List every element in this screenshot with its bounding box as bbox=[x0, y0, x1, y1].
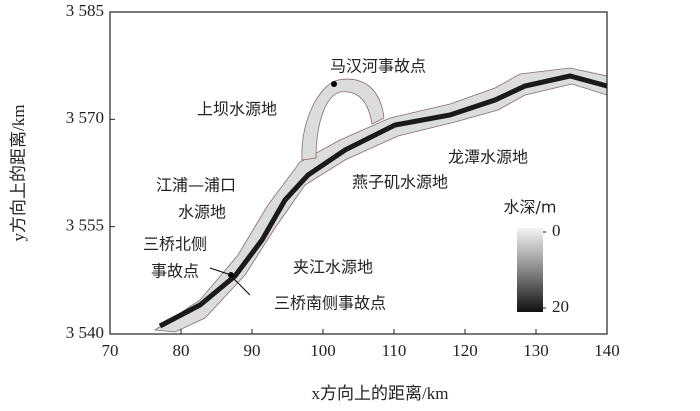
pointer bbox=[233, 278, 251, 296]
colorbar-tick-label: 20 bbox=[552, 297, 569, 316]
x-tick-label: 80 bbox=[173, 341, 190, 360]
accident-point bbox=[228, 272, 234, 278]
x-tick-label: 140 bbox=[594, 341, 620, 360]
annotation: 夹江水源地 bbox=[293, 258, 373, 277]
x-tick-label: 120 bbox=[452, 341, 478, 360]
annotation: 江浦—浦口 bbox=[156, 176, 236, 195]
plot-frame bbox=[109, 11, 608, 335]
x-tick-label: 100 bbox=[310, 341, 336, 360]
y-tick-label: 3 570 bbox=[66, 108, 104, 127]
colorbar-tick-label: 0 bbox=[552, 221, 561, 240]
annotation: 马汉河事故点 bbox=[330, 57, 426, 76]
annotation: 燕子矶水源地 bbox=[352, 173, 448, 192]
annotation: 三桥南侧事故点 bbox=[274, 294, 386, 313]
x-axis-label: x方向上的距离/km bbox=[312, 384, 449, 403]
x-tick-label: 90 bbox=[244, 341, 261, 360]
y-tick-label: 3 540 bbox=[66, 323, 104, 342]
annotation: 三桥北侧 bbox=[143, 235, 207, 254]
y-tick-label: 3 555 bbox=[66, 216, 104, 235]
colorbar-title: 水深/m bbox=[504, 198, 557, 217]
annotation: 上坝水源地 bbox=[197, 100, 277, 119]
pointer bbox=[209, 267, 229, 275]
y-tick-label: 3 585 bbox=[66, 1, 104, 20]
annotation: 龙潭水源地 bbox=[448, 148, 528, 167]
x-tick-label: 130 bbox=[523, 341, 549, 360]
x-tick-label: 110 bbox=[382, 341, 407, 360]
accident-point bbox=[331, 81, 337, 87]
y-axis-label: y方向上的距离/km bbox=[9, 105, 28, 242]
x-tick-label: 70 bbox=[102, 341, 119, 360]
colorbar bbox=[517, 228, 543, 312]
annotation: 事故点 bbox=[151, 262, 199, 281]
annotation: 水源地 bbox=[178, 203, 226, 222]
